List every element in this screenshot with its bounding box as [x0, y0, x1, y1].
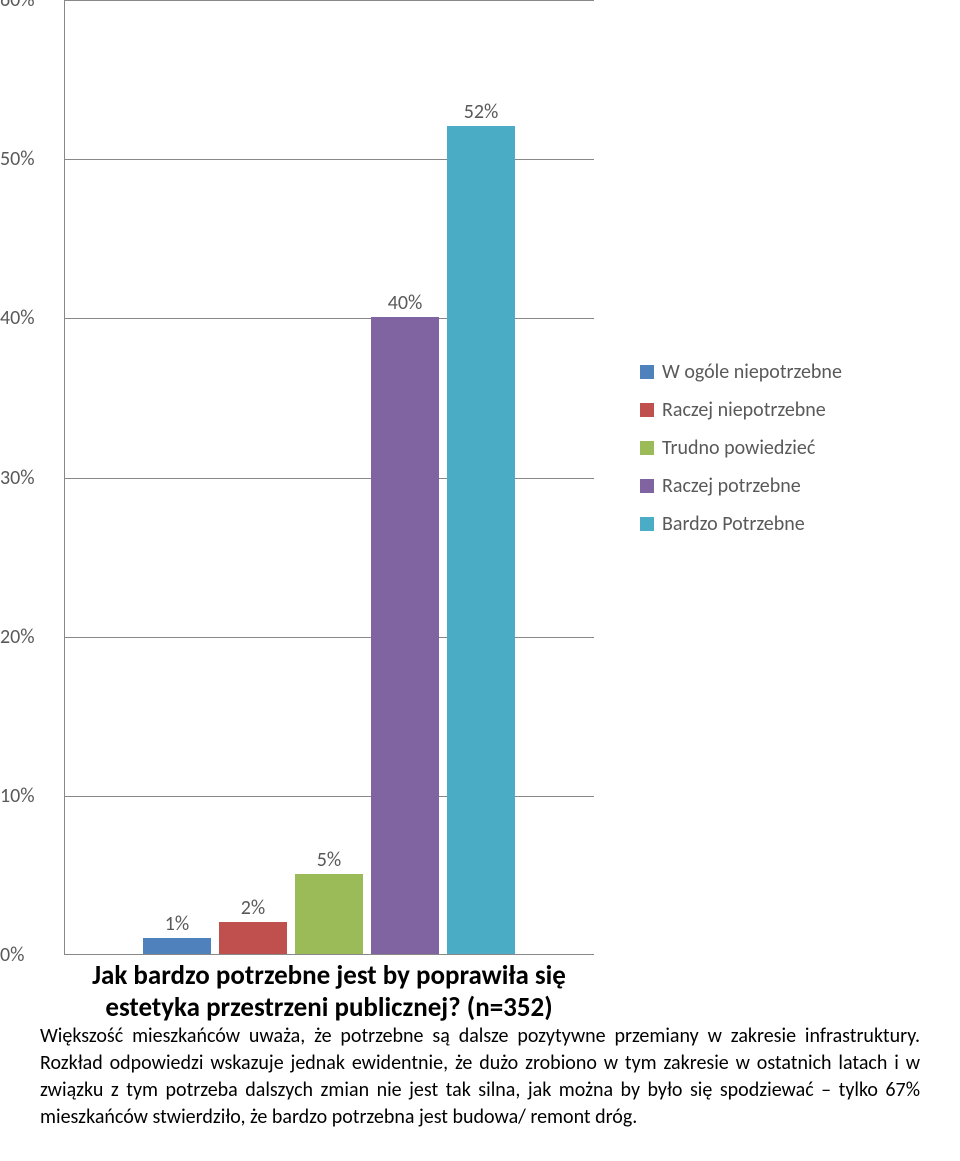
legend-item: Raczej niepotrzebne: [640, 398, 842, 422]
y-tick-label: 50%: [0, 147, 58, 171]
legend-item: Bardzo Potrzebne: [640, 512, 842, 536]
legend-label: W ogóle niepotrzebne: [662, 360, 842, 384]
y-tick-label: 60%: [0, 0, 58, 12]
legend-swatch: [640, 403, 654, 417]
y-tick-label: 30%: [0, 466, 58, 490]
x-axis-title: Jak bardzo potrzebne jest by poprawiła s…: [64, 960, 594, 1025]
legend-item: Raczej potrzebne: [640, 474, 842, 498]
y-tick-label: 20%: [0, 625, 58, 649]
y-tick-label: 0%: [0, 943, 58, 967]
chart-area: 1%2%5%40%52% 0%10%20%30%40%50%60% Jak ba…: [0, 0, 960, 1005]
legend-label: Trudno powiedzieć: [662, 436, 815, 460]
bar-value-label: 1%: [143, 912, 211, 936]
bar-2: 5%: [295, 874, 363, 954]
bar-0: 1%: [143, 938, 211, 954]
bar-4: 52%: [447, 126, 515, 954]
bar-value-label: 2%: [219, 896, 287, 920]
body-paragraph: Większość mieszkańców uważa, że potrzebn…: [0, 1005, 960, 1161]
y-tick-label: 10%: [0, 784, 58, 808]
legend-swatch: [640, 365, 654, 379]
bar-3: 40%: [371, 317, 439, 954]
legend-swatch: [640, 517, 654, 531]
bar-value-label: 5%: [295, 848, 363, 872]
legend-swatch: [640, 479, 654, 493]
legend: W ogóle niepotrzebne Raczej niepotrzebne T…: [640, 360, 842, 550]
plot-region: 1%2%5%40%52%: [64, 0, 594, 955]
legend-swatch: [640, 441, 654, 455]
legend-item: W ogóle niepotrzebne: [640, 360, 842, 384]
gridline: [65, 0, 594, 1]
y-tick-label: 40%: [0, 306, 58, 330]
legend-label: Bardzo Potrzebne: [662, 512, 805, 536]
bar-value-label: 40%: [371, 291, 439, 315]
legend-label: Raczej niepotrzebne: [662, 398, 826, 422]
legend-label: Raczej potrzebne: [662, 474, 801, 498]
bar-value-label: 52%: [447, 100, 515, 124]
bar-1: 2%: [219, 922, 287, 954]
legend-item: Trudno powiedzieć: [640, 436, 842, 460]
